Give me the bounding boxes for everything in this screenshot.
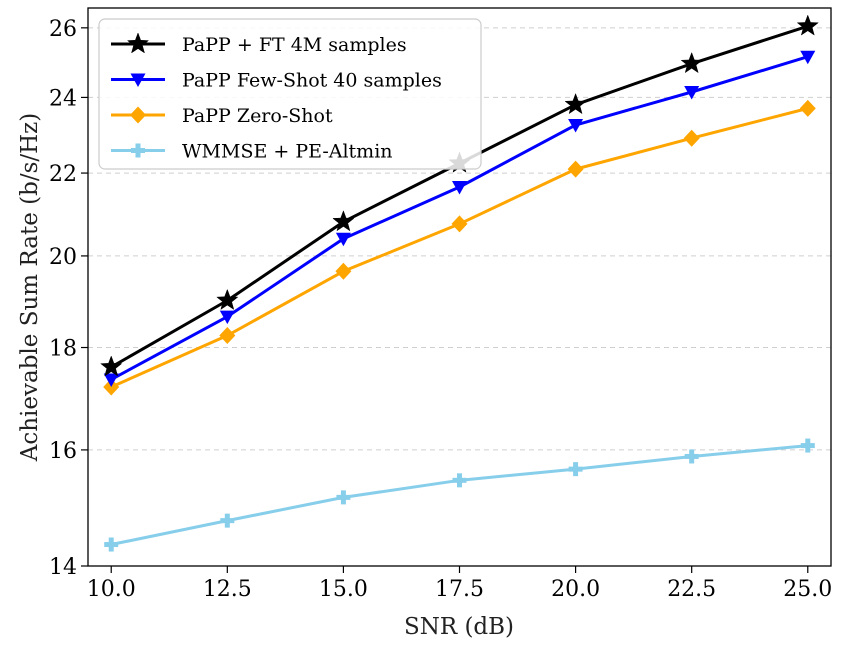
- plus-bar-vertical: [340, 490, 346, 505]
- data-point: [796, 14, 819, 36]
- plus-bar-vertical: [457, 473, 462, 488]
- y-tick-label: 20: [49, 245, 77, 270]
- data-point: [104, 537, 119, 552]
- data-point: [100, 355, 123, 377]
- data-point: [452, 181, 467, 195]
- y-tick-label: 22: [49, 162, 77, 187]
- series-line: [110, 444, 808, 546]
- legend-marker: [126, 32, 150, 54]
- x-tick-label: 22.5: [667, 577, 716, 602]
- data-point: [564, 92, 587, 115]
- plus-bar-vertical: [573, 462, 579, 477]
- x-tick-label: 17.5: [435, 577, 484, 602]
- y-axis-title: Achievable Sum Rate (b/s/Hz): [17, 113, 43, 463]
- data-point: [332, 210, 355, 232]
- legend-box: [98, 18, 482, 170]
- data-point: [219, 310, 235, 325]
- data-point: [800, 50, 816, 65]
- y-tick-label: 24: [49, 86, 77, 111]
- x-axis-title: SNR (dB): [404, 614, 514, 640]
- series-layer: [100, 14, 819, 552]
- data-point: [220, 513, 235, 528]
- data-point: [216, 288, 239, 310]
- data-point: [568, 462, 583, 477]
- x-tick-label: 25.0: [783, 577, 832, 602]
- data-point: [451, 215, 468, 233]
- x-tick-label: 20.0: [551, 577, 600, 602]
- legend-label: PaPP + FT 4M samples: [182, 34, 407, 56]
- data-point: [800, 438, 815, 453]
- data-point: [335, 262, 352, 280]
- plus-bar-vertical: [689, 449, 695, 464]
- legend: PaPP + FT 4M samples PaPP Few-Shot 40 sam…: [98, 18, 482, 170]
- plus-bar-vertical: [135, 143, 141, 158]
- data-point: [103, 378, 120, 396]
- plus-bar-vertical: [805, 438, 811, 453]
- y-tick-label: 18: [49, 337, 77, 362]
- legend-label: PaPP Zero-Shot: [182, 105, 333, 127]
- legend-marker: [130, 73, 146, 87]
- y-axis: 14 16 18 20 22 24 26: [49, 17, 88, 580]
- data-point: [335, 232, 351, 247]
- y-tick-label: 14: [49, 555, 77, 580]
- data-point: [680, 51, 703, 74]
- legend-marker: [131, 143, 145, 158]
- data-point: [684, 449, 699, 464]
- legend-label: PaPP Few-Shot 40 samples: [182, 70, 442, 92]
- data-point: [219, 327, 236, 345]
- y-tick-label: 16: [49, 439, 77, 464]
- legend-label: WMMSE + PE-Altmin: [182, 141, 393, 163]
- data-point: [799, 99, 816, 117]
- plus-bar-vertical: [108, 537, 114, 552]
- legend-marker: [130, 106, 146, 124]
- data-point: [683, 129, 700, 147]
- x-tick-label: 12.5: [203, 577, 252, 602]
- x-axis: 10.0 12.5 15.0 17.5 20.0 22.5 25.0: [87, 566, 832, 602]
- plus-bar-vertical: [224, 513, 230, 528]
- data-point: [452, 473, 467, 488]
- data-point: [568, 119, 584, 133]
- data-point: [103, 373, 119, 387]
- data-point: [336, 490, 351, 505]
- data-point: [684, 86, 700, 100]
- x-tick-label: 15.0: [319, 577, 368, 602]
- data-point: [567, 160, 584, 178]
- y-tick-label: 26: [49, 17, 77, 42]
- x-tick-label: 10.0: [87, 577, 136, 602]
